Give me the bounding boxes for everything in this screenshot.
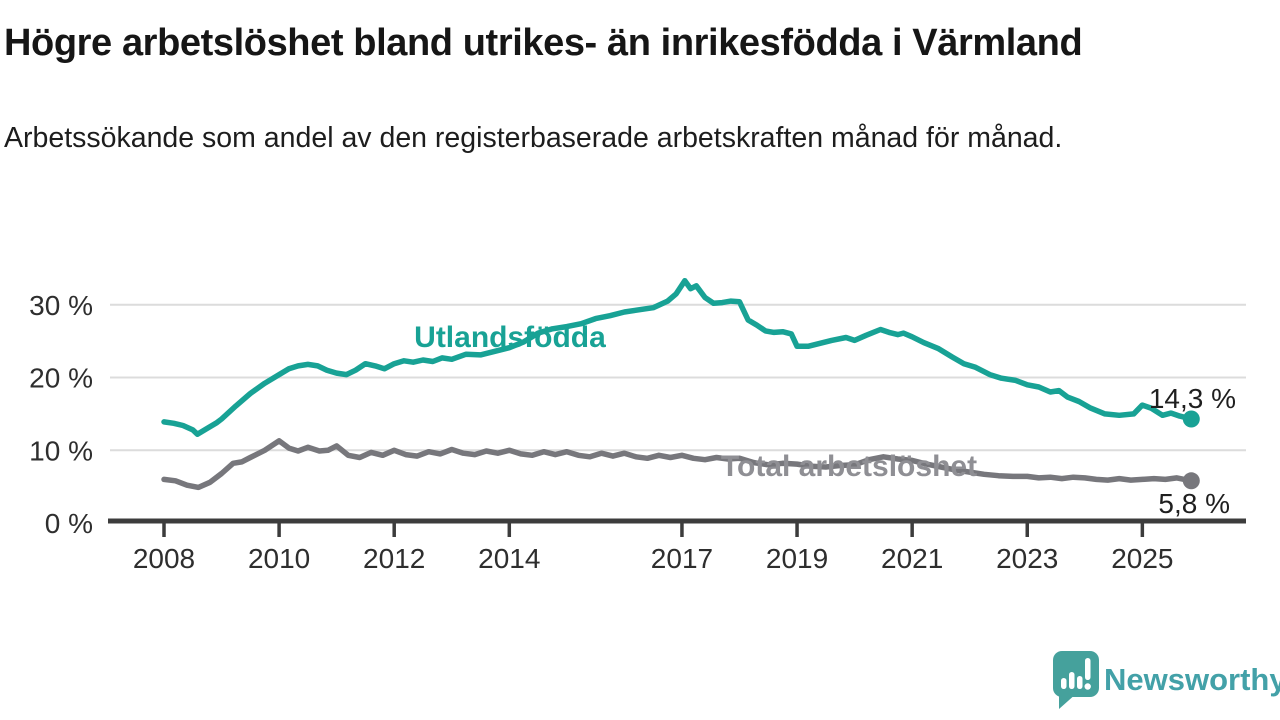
end-value-label-total: 5,8 %	[1158, 488, 1230, 519]
x-axis-tick-label: 2025	[1111, 543, 1173, 574]
x-axis-tick-label: 2012	[363, 543, 425, 574]
y-axis-tick-label: 0 %	[45, 508, 93, 539]
series-line-0	[161, 277, 1195, 437]
series-end-dot-0	[1182, 410, 1200, 428]
series-line-1	[161, 438, 1195, 491]
y-axis-tick-label: 20 %	[29, 363, 93, 394]
newsworthy-wordmark: Newsworthy	[1104, 662, 1280, 697]
page-subtitle: Arbetssökande som andel av den registerb…	[4, 122, 1063, 154]
x-axis-tick-label: 2023	[996, 543, 1058, 574]
x-axis-tick-label: 2019	[766, 543, 828, 574]
x-axis-tick-label: 2010	[248, 543, 310, 574]
series-label-utlandsfodda: Utlandsfödda	[414, 321, 606, 354]
series-label-total-arbetsloshet: Total arbetslöshet	[721, 450, 977, 483]
y-axis-tick-label: 10 %	[29, 435, 93, 466]
x-axis-tick-label: 2021	[881, 543, 943, 574]
bar-chart-speech-bubble-icon	[1053, 651, 1099, 709]
page-title: Högre arbetslöshet bland utrikes- än inr…	[4, 22, 1083, 64]
end-value-label-utlandsfodda: 14,3 %	[1149, 383, 1236, 414]
y-axis-tick-label: 30 %	[29, 290, 93, 321]
x-axis-tick-label: 2017	[651, 543, 713, 574]
x-axis-tick-label: 2014	[478, 543, 540, 574]
newsworthy-logo: Newsworthy	[1053, 651, 1280, 709]
x-axis-tick-label: 2008	[133, 543, 195, 574]
series-end-dot-1	[1182, 472, 1200, 490]
